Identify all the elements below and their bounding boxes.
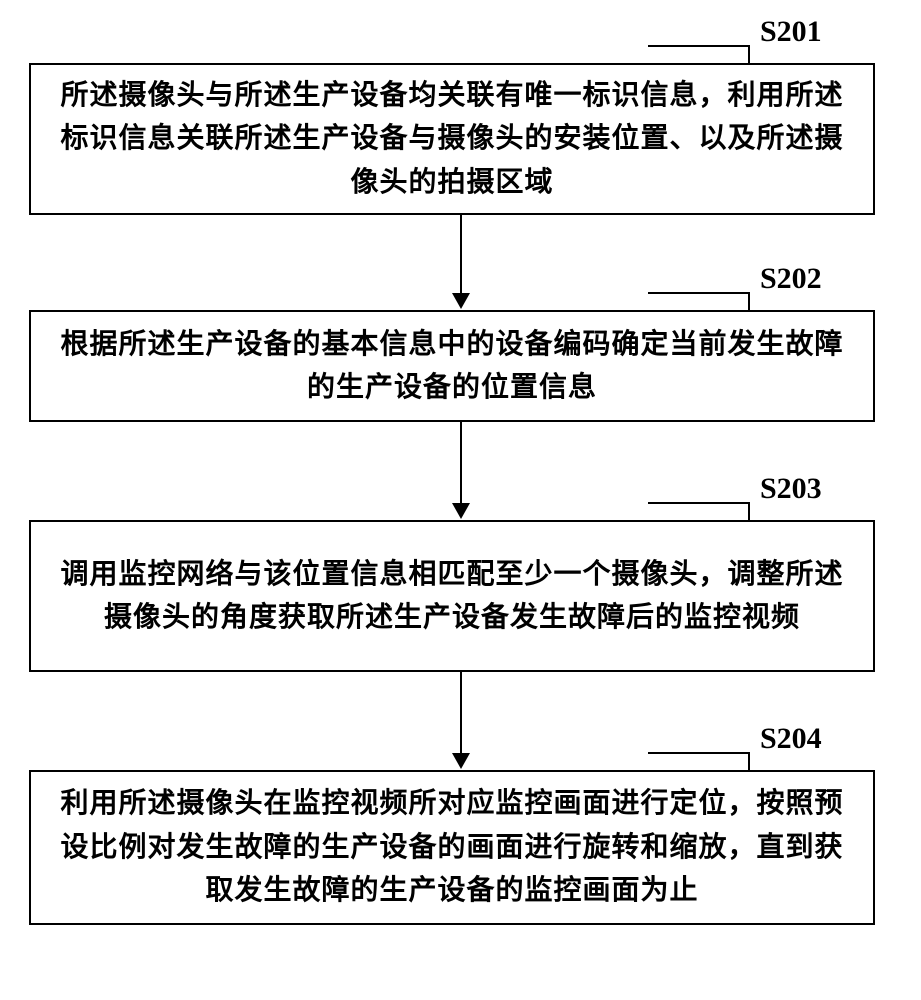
- step-label-s204: S204: [760, 722, 822, 756]
- step-text-s201: 所述摄像头与所述生产设备均关联有唯一标识信息，利用所述标识信息关联所述生产设备与…: [49, 74, 855, 204]
- arrowhead-icon: [452, 293, 470, 309]
- arrowhead-icon: [452, 753, 470, 769]
- label-pointer-s203: [648, 502, 750, 520]
- label-pointer-s202: [648, 292, 750, 310]
- arrowhead-icon: [452, 503, 470, 519]
- step-label-s203: S203: [760, 472, 822, 506]
- connector-1: [452, 215, 470, 309]
- step-label-s201: S201: [760, 15, 822, 49]
- connector-2: [452, 422, 470, 519]
- connector-line: [460, 422, 462, 504]
- step-text-s203: 调用监控网络与该位置信息相匹配至少一个摄像头，调整所述摄像头的角度获取所述生产设…: [49, 553, 855, 640]
- label-pointer-s204: [648, 752, 750, 770]
- step-box-s204: 利用所述摄像头在监控视频所对应监控画面进行定位，按照预设比例对发生故障的生产设备…: [29, 770, 875, 925]
- step-label-s202: S202: [760, 262, 822, 296]
- step-text-s204: 利用所述摄像头在监控视频所对应监控画面进行定位，按照预设比例对发生故障的生产设备…: [49, 782, 855, 912]
- connector-line: [460, 215, 462, 294]
- flowchart-container: S201 所述摄像头与所述生产设备均关联有唯一标识信息，利用所述标识信息关联所述…: [0, 0, 921, 1000]
- step-box-s203: 调用监控网络与该位置信息相匹配至少一个摄像头，调整所述摄像头的角度获取所述生产设…: [29, 520, 875, 672]
- step-box-s201: 所述摄像头与所述生产设备均关联有唯一标识信息，利用所述标识信息关联所述生产设备与…: [29, 63, 875, 215]
- connector-3: [452, 672, 470, 769]
- connector-line: [460, 672, 462, 754]
- label-pointer-s201: [648, 45, 750, 63]
- step-box-s202: 根据所述生产设备的基本信息中的设备编码确定当前发生故障的生产设备的位置信息: [29, 310, 875, 422]
- step-text-s202: 根据所述生产设备的基本信息中的设备编码确定当前发生故障的生产设备的位置信息: [49, 323, 855, 410]
